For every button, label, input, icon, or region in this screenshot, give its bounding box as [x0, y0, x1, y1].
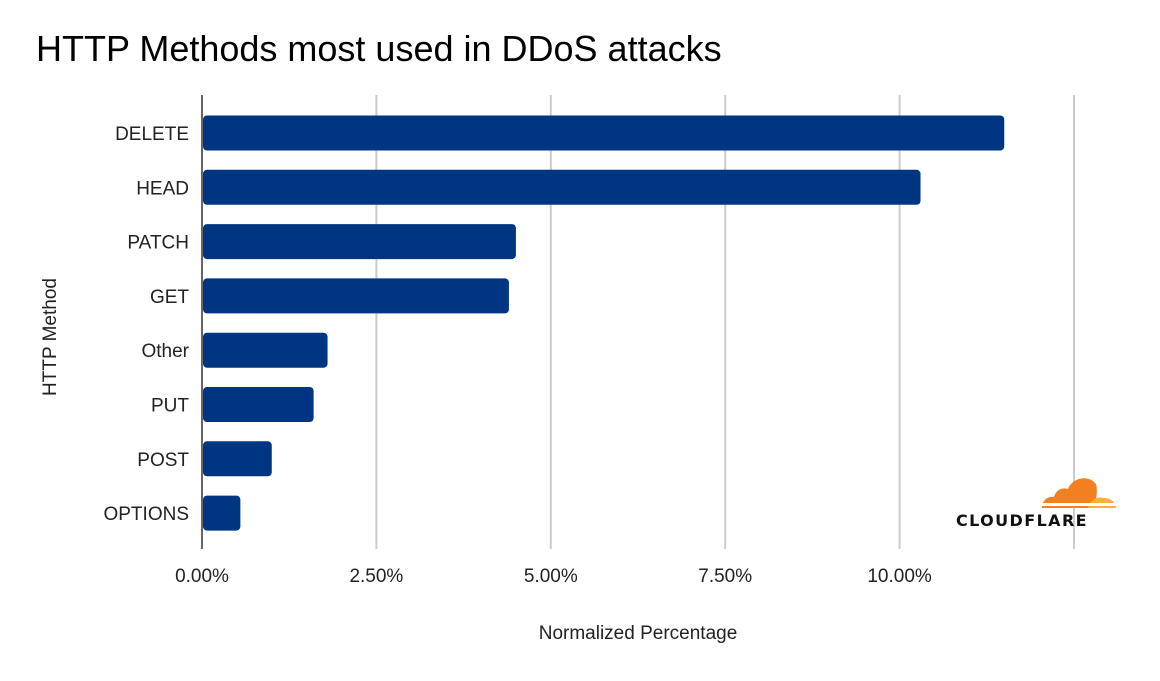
- tick-label-layer: 0.00% 2.50% 5.00% 7.50% 10.00%: [175, 566, 932, 587]
- cloud-icon: [1042, 478, 1116, 508]
- bar-head: [203, 169, 921, 205]
- bar-get: [203, 278, 509, 314]
- category-label: Other: [141, 341, 189, 362]
- category-label: PUT: [151, 396, 189, 417]
- x-tick-label: 5.00%: [524, 566, 578, 587]
- y-axis-title: HTTP Method: [40, 278, 61, 396]
- x-tick-label: 10.00%: [867, 566, 932, 587]
- bar-layer: [203, 115, 1005, 531]
- category-label: PATCH: [127, 233, 189, 254]
- x-axis-title: Normalized Percentage: [539, 623, 738, 644]
- chart-title: HTTP Methods most used in DDoS attacks: [36, 28, 722, 69]
- bar-put: [203, 387, 314, 422]
- category-label: HEAD: [136, 178, 189, 199]
- bar-post: [203, 441, 272, 477]
- category-label: POST: [137, 450, 189, 471]
- x-tick-label: 7.50%: [698, 566, 752, 587]
- x-tick-label: 2.50%: [349, 566, 403, 587]
- category-label: GET: [150, 287, 189, 308]
- bar-patch: [203, 224, 516, 260]
- cloudflare-logo: CLOUDFLARE: [956, 470, 1122, 532]
- category-label-layer: DELETE HEAD PATCH GET Other PUT POST OPTIONS: [103, 124, 189, 525]
- cloudflare-wordmark: CLOUDFLARE: [956, 511, 1088, 530]
- bar-other: [203, 332, 328, 368]
- x-tick-label: 0.00%: [175, 566, 229, 587]
- category-label: OPTIONS: [103, 504, 189, 525]
- category-label: DELETE: [115, 124, 189, 145]
- bar-delete: [203, 115, 1005, 151]
- bar-options: [203, 495, 241, 531]
